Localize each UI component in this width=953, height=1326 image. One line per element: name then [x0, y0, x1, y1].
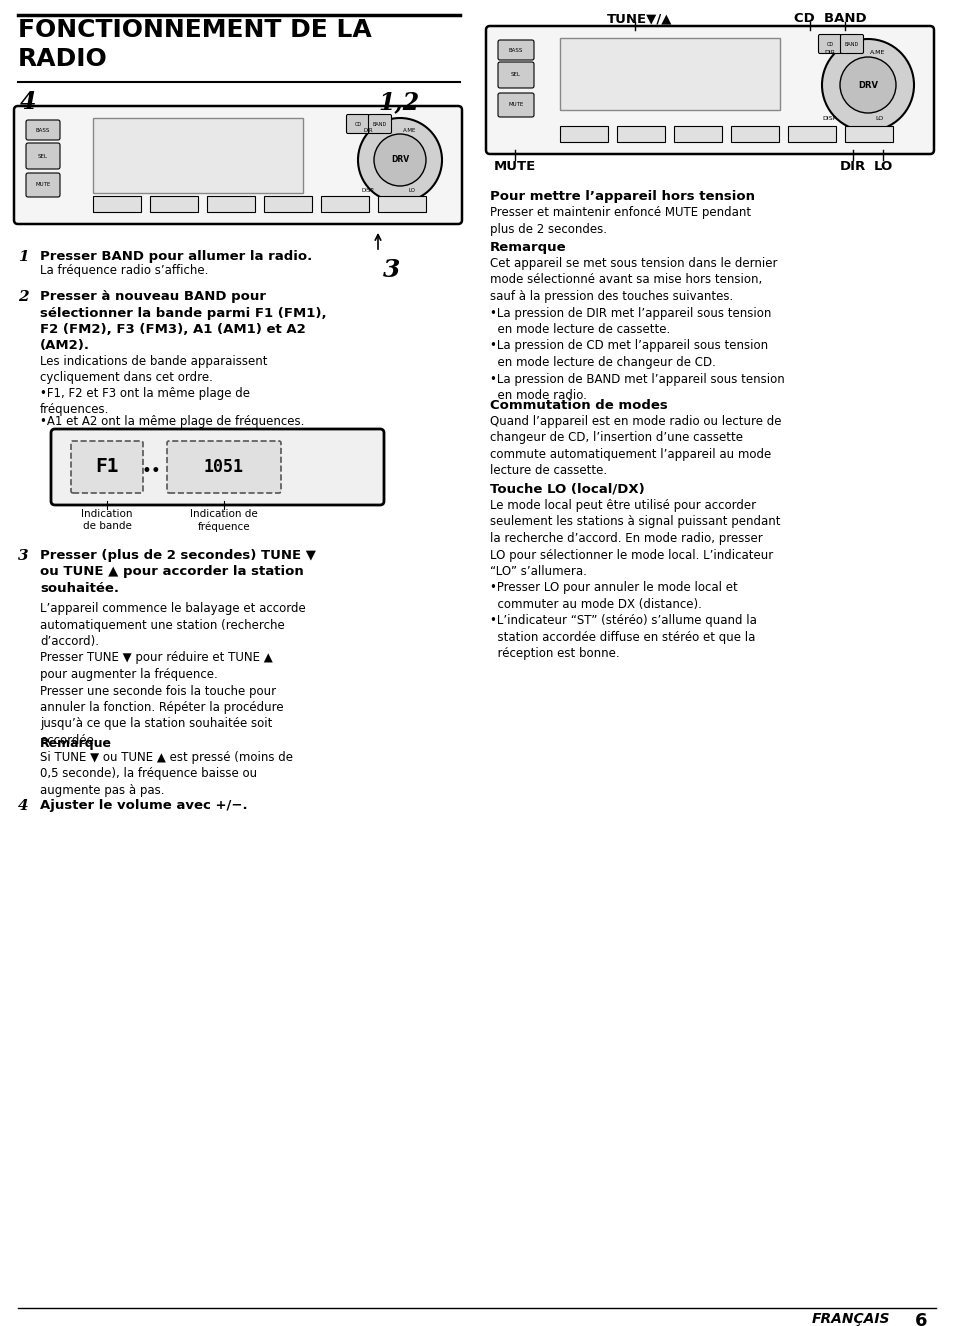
Text: A.ME: A.ME	[403, 127, 416, 133]
Text: Touche LO (local/DX): Touche LO (local/DX)	[490, 483, 644, 496]
Text: Remarque: Remarque	[490, 241, 566, 255]
Text: L’appareil commence le balayage et accorde
automatiquement une station (recherch: L’appareil commence le balayage et accor…	[40, 602, 305, 747]
FancyBboxPatch shape	[167, 442, 281, 493]
FancyBboxPatch shape	[26, 119, 60, 141]
Text: Presser et maintenir enfoncé MUTE pendant
plus de 2 secondes.: Presser et maintenir enfoncé MUTE pendan…	[490, 206, 750, 236]
Bar	[844, 126, 892, 142]
Text: La fréquence radio s’affiche.: La fréquence radio s’affiche.	[40, 264, 208, 277]
Text: RADIO: RADIO	[18, 46, 108, 72]
Bar	[559, 126, 607, 142]
Bar	[207, 196, 254, 212]
FancyBboxPatch shape	[14, 106, 461, 224]
Bar	[730, 126, 779, 142]
Text: 2: 2	[18, 290, 29, 304]
Text: Indication
de bande: Indication de bande	[81, 509, 132, 532]
Text: Le mode local peut être utilisé pour accorder
seulement les stations à signal pu: Le mode local peut être utilisé pour acc…	[490, 499, 780, 611]
Text: FRANÇAIS: FRANÇAIS	[811, 1311, 889, 1326]
Text: DISP: DISP	[361, 187, 374, 192]
Text: SEL: SEL	[511, 73, 520, 77]
Bar	[92, 118, 303, 194]
Text: DISP: DISP	[822, 115, 836, 121]
Text: Presser BAND pour allumer la radio.: Presser BAND pour allumer la radio.	[40, 251, 312, 263]
Text: LO: LO	[875, 115, 883, 121]
Text: F1: F1	[95, 457, 118, 476]
Text: 4: 4	[18, 800, 29, 813]
Text: CD  BAND: CD BAND	[793, 12, 865, 25]
Bar	[320, 196, 369, 212]
Bar	[617, 126, 664, 142]
Text: A.ME: A.ME	[869, 49, 884, 54]
FancyBboxPatch shape	[497, 62, 534, 88]
Text: 1051: 1051	[204, 457, 244, 476]
FancyBboxPatch shape	[485, 27, 933, 154]
Text: BAND: BAND	[844, 41, 859, 46]
Circle shape	[357, 118, 441, 202]
Text: Quand l’appareil est en mode radio ou lecture de
changeur de CD, l’insertion d’u: Quand l’appareil est en mode radio ou le…	[490, 415, 781, 477]
FancyBboxPatch shape	[497, 40, 534, 60]
Text: Presser à nouveau BAND pour
sélectionner la bande parmi F1 (FM1),
F2 (FM2), F3 (: Presser à nouveau BAND pour sélectionner…	[40, 290, 326, 353]
Text: 3: 3	[382, 259, 400, 282]
Text: •L’indicateur “ST” (stéréo) s’allume quand la
  station accordée diffuse en stér: •L’indicateur “ST” (stéréo) s’allume qua…	[490, 614, 756, 660]
FancyBboxPatch shape	[346, 114, 369, 134]
FancyBboxPatch shape	[818, 34, 841, 53]
Bar	[150, 196, 198, 212]
Text: •F1, F2 et F3 ont la même plage de
fréquences.: •F1, F2 et F3 ont la même plage de fréqu…	[40, 387, 250, 416]
Text: BAND: BAND	[373, 122, 387, 126]
FancyBboxPatch shape	[26, 172, 60, 198]
Text: MUTE: MUTE	[494, 160, 536, 172]
Bar	[673, 126, 721, 142]
Text: SEL: SEL	[38, 154, 48, 159]
Text: Ajuster le volume avec +/−.: Ajuster le volume avec +/−.	[40, 800, 248, 812]
Circle shape	[374, 134, 426, 186]
Text: 1: 1	[18, 251, 29, 264]
Text: MUTE: MUTE	[35, 183, 51, 187]
FancyBboxPatch shape	[368, 114, 391, 134]
Text: 4: 4	[20, 90, 36, 114]
Text: ••: ••	[141, 461, 161, 480]
Text: Remarque: Remarque	[40, 737, 112, 751]
Circle shape	[821, 38, 913, 131]
Text: CD: CD	[825, 41, 833, 46]
FancyBboxPatch shape	[51, 430, 384, 505]
Bar	[377, 196, 426, 212]
Text: Si TUNE ▼ ou TUNE ▲ est pressé (moins de
0,5 seconde), la fréquence baisse ou
au: Si TUNE ▼ ou TUNE ▲ est pressé (moins de…	[40, 751, 293, 797]
Bar	[559, 38, 780, 110]
Text: DRV: DRV	[857, 81, 877, 89]
Text: DIR: DIR	[839, 160, 865, 172]
Text: Pour mettre l’appareil hors tension: Pour mettre l’appareil hors tension	[490, 190, 754, 203]
Text: DIR: DIR	[363, 127, 373, 133]
Text: Indication de
fréquence: Indication de fréquence	[190, 509, 257, 532]
Text: TUNE▼/▲: TUNE▼/▲	[607, 12, 672, 25]
FancyBboxPatch shape	[26, 143, 60, 168]
Text: BASS: BASS	[508, 48, 522, 53]
Text: FONCTIONNEMENT DE LA: FONCTIONNEMENT DE LA	[18, 19, 372, 42]
Text: LO: LO	[872, 160, 892, 172]
Text: 6: 6	[914, 1311, 926, 1326]
Text: Les indications de bande apparaissent
cycliquement dans cet ordre.: Les indications de bande apparaissent cy…	[40, 355, 267, 385]
Text: MUTE: MUTE	[508, 102, 523, 107]
Text: DIR: DIR	[823, 49, 835, 54]
Bar	[787, 126, 835, 142]
Text: Presser (plus de 2 secondes) TUNE ▼
ou TUNE ▲ pour accorder la station
souhaitée: Presser (plus de 2 secondes) TUNE ▼ ou T…	[40, 549, 315, 595]
Text: •A1 et A2 ont la même plage de fréquences.: •A1 et A2 ont la même plage de fréquence…	[40, 415, 304, 428]
FancyBboxPatch shape	[840, 34, 862, 53]
Bar	[264, 196, 312, 212]
FancyBboxPatch shape	[71, 442, 143, 493]
Text: BASS: BASS	[36, 127, 51, 133]
Text: LO: LO	[408, 187, 416, 192]
Text: 3: 3	[18, 549, 29, 564]
Text: 1,2: 1,2	[377, 90, 418, 114]
FancyBboxPatch shape	[497, 93, 534, 117]
Text: DRV: DRV	[391, 155, 409, 164]
Bar	[92, 196, 141, 212]
Circle shape	[840, 57, 895, 113]
Text: Cet appareil se met sous tension dans le dernier
mode sélectionné avant sa mise : Cet appareil se met sous tension dans le…	[490, 257, 784, 402]
Text: CD: CD	[355, 122, 361, 126]
Text: Commutation de modes: Commutation de modes	[490, 399, 667, 412]
